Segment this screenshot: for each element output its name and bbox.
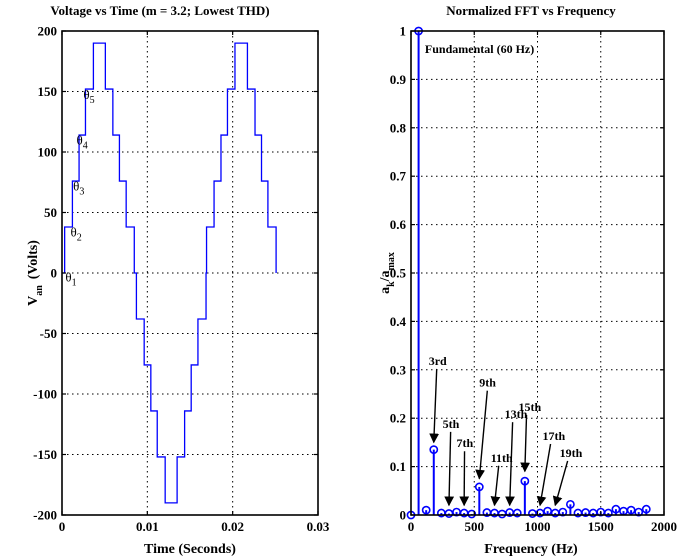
voltage-x-ticks: 0 0.01 0.02 0.03 xyxy=(59,31,330,534)
fft-stem-marker xyxy=(512,508,522,518)
voltage-y-tick-label: 0 xyxy=(51,266,58,281)
fft-harmonic-label: 13th xyxy=(505,407,528,421)
fft-harmonic-arrow xyxy=(552,460,569,507)
voltage-x-axis-label: Time (Seconds) xyxy=(144,542,236,557)
fft-harmonic-label: 15th xyxy=(519,400,542,414)
fft-grid xyxy=(411,31,664,515)
fft-y-tick-label: 0.7 xyxy=(390,169,407,184)
voltage-x-tick-label: 0.02 xyxy=(221,519,244,534)
voltage-y-ticks: 200 150 100 50 0 -50 -100 -150 -200 xyxy=(33,24,318,523)
fft-y-tick-label: 0.8 xyxy=(390,120,407,135)
fft-y-tick-label: 0.6 xyxy=(390,217,407,232)
fft-y-axis-label: ak/amax xyxy=(378,252,397,294)
voltage-grid xyxy=(62,31,318,515)
fft-annotations: Fundamental (60 Hz)3rd5th7th9th11th13th1… xyxy=(425,42,583,507)
voltage-angle-label: θ5 xyxy=(83,87,94,106)
voltage-x-tick-label: 0 xyxy=(59,519,66,534)
fft-harmonic-arrow xyxy=(429,368,440,444)
voltage-chart-title: Voltage vs Time (m = 3.2; Lowest THD) xyxy=(50,3,269,18)
voltage-x-tick-label: 0.03 xyxy=(307,519,330,534)
fft-stem-marker xyxy=(641,504,651,514)
fft-harmonic-label: 9th xyxy=(479,376,496,390)
fft-harmonic-arrow xyxy=(475,390,489,480)
fft-stem-marker xyxy=(603,508,613,518)
voltage-y-tick-label: 100 xyxy=(38,145,58,160)
fft-stem-marker xyxy=(467,509,477,519)
fft-y-ticks: 1 0.9 0.8 0.7 0.6 0.5 0.4 0.3 0.2 0.1 0 xyxy=(390,24,664,523)
fft-y-tick-label: 0.5 xyxy=(390,266,407,281)
voltage-angle-label: θ1 xyxy=(65,269,76,288)
fft-y-tick-label: 0.9 xyxy=(390,72,407,87)
fft-harmonic-label: 19th xyxy=(560,446,583,460)
voltage-angle-label: θ2 xyxy=(71,225,82,244)
fft-stem-marker xyxy=(611,504,621,514)
fft-x-axis-label: Frequency (Hz) xyxy=(484,542,578,557)
voltage-angle-label: θ3 xyxy=(73,179,84,198)
fft-y-tick-label: 1 xyxy=(400,24,407,39)
fft-stem-marker xyxy=(520,476,530,486)
fft-stem-marker xyxy=(429,445,439,455)
voltage-plot-frame xyxy=(61,30,319,516)
fft-harmonic-arrow xyxy=(490,465,501,507)
fft-chart: Normalized FFT vs Frequency 1 0.9 0.8 0.7 0.… xyxy=(378,3,677,557)
fft-stem-marker xyxy=(421,505,431,515)
fft-x-tick-label: 0 xyxy=(408,519,415,534)
fft-x-tick-label: 1000 xyxy=(525,519,551,534)
fft-y-tick-label: 0.1 xyxy=(390,459,406,474)
fft-harmonic-arrow xyxy=(536,443,552,507)
voltage-y-tick-label: -100 xyxy=(33,387,57,402)
voltage-series xyxy=(62,42,277,504)
voltage-y-tick-label: -50 xyxy=(40,326,57,341)
fft-x-tick-label: 1500 xyxy=(588,519,614,534)
fft-x-ticks: 0 500 1000 1500 2000 xyxy=(408,31,677,534)
fft-fundamental-label: Fundamental (60 Hz) xyxy=(425,42,534,56)
fft-harmonic-label: 3rd xyxy=(429,354,447,368)
fft-y-tick-label: 0.2 xyxy=(390,411,406,426)
fft-chart-title: Normalized FFT vs Frequency xyxy=(446,3,616,18)
fft-harmonic-arrow xyxy=(520,414,531,473)
voltage-chart: Voltage vs Time (m = 3.2; Lowest THD) 20… xyxy=(26,3,330,557)
fft-harmonic-arrow xyxy=(444,431,455,507)
voltage-angle-label: θ4 xyxy=(77,133,88,152)
fft-y-tick-label: 0 xyxy=(400,508,407,523)
voltage-y-tick-label: -200 xyxy=(33,508,57,523)
fft-stem-marker xyxy=(535,508,545,518)
fft-x-tick-label: 2000 xyxy=(651,519,677,534)
voltage-y-tick-label: -150 xyxy=(33,447,57,462)
fft-y-tick-label: 0.4 xyxy=(390,314,407,329)
fft-harmonic-label: 17th xyxy=(543,429,566,443)
fft-harmonic-label: 11th xyxy=(491,451,513,465)
fft-harmonic-arrow xyxy=(505,422,515,507)
voltage-y-tick-label: 50 xyxy=(44,205,57,220)
voltage-y-tick-label: 150 xyxy=(38,84,58,99)
voltage-y-tick-label: 200 xyxy=(38,24,58,39)
fft-y-tick-label: 0.3 xyxy=(390,362,407,377)
fft-x-tick-label: 500 xyxy=(465,519,485,534)
fft-harmonic-label: 5th xyxy=(443,417,460,431)
fft-series xyxy=(406,26,651,520)
fft-harmonic-label: 7th xyxy=(457,436,474,450)
fft-stem-marker xyxy=(626,505,636,515)
fft-stem-marker xyxy=(565,499,575,509)
voltage-y-axis-label: Van(Volts) xyxy=(26,240,45,306)
voltage-x-tick-label: 0.01 xyxy=(136,519,159,534)
fft-stem-marker xyxy=(474,482,484,492)
voltage-waveform-line xyxy=(62,42,277,504)
voltage-annotations: θ1 θ2 θ3 θ4 θ5 xyxy=(65,87,94,289)
